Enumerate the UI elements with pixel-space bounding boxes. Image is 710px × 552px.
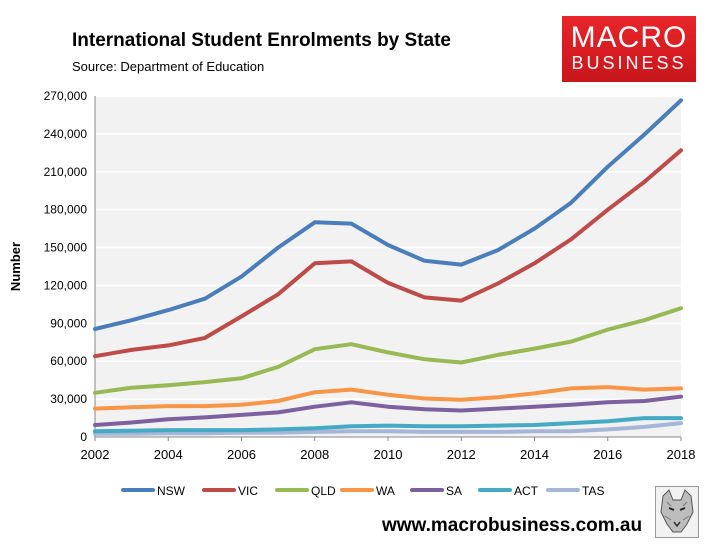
series-line-vic <box>93 148 683 359</box>
x-tick-label: 2014 <box>520 447 549 462</box>
plot-background <box>95 96 681 437</box>
logo-line-1: MACRO <box>570 21 688 54</box>
series-line-qld <box>93 306 683 395</box>
series-line-tas <box>93 421 683 436</box>
y-tick-label: 180,000 <box>44 203 88 217</box>
legend-label-nsw: NSW <box>157 484 186 498</box>
y-tick-label: 150,000 <box>44 241 88 255</box>
axes: 0 30,000 60,000 90,000 120,000 150,000 180,000… <box>8 89 695 462</box>
x-tick-label: 2016 <box>593 447 622 462</box>
series-line-act <box>93 416 683 434</box>
x-tick-label: 2008 <box>300 447 329 462</box>
chart-source: Source: Department of Education <box>72 59 265 74</box>
series-line-nsw <box>93 98 683 331</box>
chart-title: International Student Enrolments by Stat… <box>72 30 451 51</box>
y-tick-label: 240,000 <box>44 127 88 141</box>
legend-label-qld: QLD <box>311 484 336 498</box>
x-tick-label: 2006 <box>227 447 256 462</box>
x-tick-label: 2012 <box>447 447 476 462</box>
y-tick-label: 210,000 <box>44 165 88 179</box>
x-tick-label: 2018 <box>667 447 696 462</box>
gridlines <box>95 95 681 400</box>
series-line-sa <box>93 394 683 427</box>
y-axis-label: Number <box>8 242 23 291</box>
series-lines <box>93 98 683 436</box>
x-tick-label: 2010 <box>374 447 403 462</box>
y-tick-label: 0 <box>80 430 87 444</box>
legend-label-vic: VIC <box>238 484 258 498</box>
series-line-wa <box>93 385 683 411</box>
y-tick-label: 30,000 <box>50 392 87 406</box>
x-tick-label: 2004 <box>154 447 183 462</box>
macrobusiness-logo[interactable]: MACRO BUSINESS <box>562 16 696 82</box>
footer-url[interactable]: www.macrobusiness.com.au <box>382 515 643 536</box>
wolf-mascot-icon <box>655 486 699 538</box>
y-tick-label: 270,000 <box>44 89 88 103</box>
plot-area <box>95 96 681 437</box>
legend-label-wa: WA <box>376 484 395 498</box>
logo-line-2: BUSINESS <box>571 53 687 73</box>
y-tick-label: 90,000 <box>50 316 87 330</box>
legend: NSW VIC QLD WA SA ACT TAS <box>121 484 604 498</box>
x-tick-label: 2002 <box>81 447 110 462</box>
legend-label-act: ACT <box>514 484 539 498</box>
y-tick-label: 60,000 <box>50 354 87 368</box>
legend-label-tas: TAS <box>582 484 604 498</box>
y-tick-label: 120,000 <box>44 278 88 292</box>
legend-label-sa: SA <box>446 484 462 498</box>
